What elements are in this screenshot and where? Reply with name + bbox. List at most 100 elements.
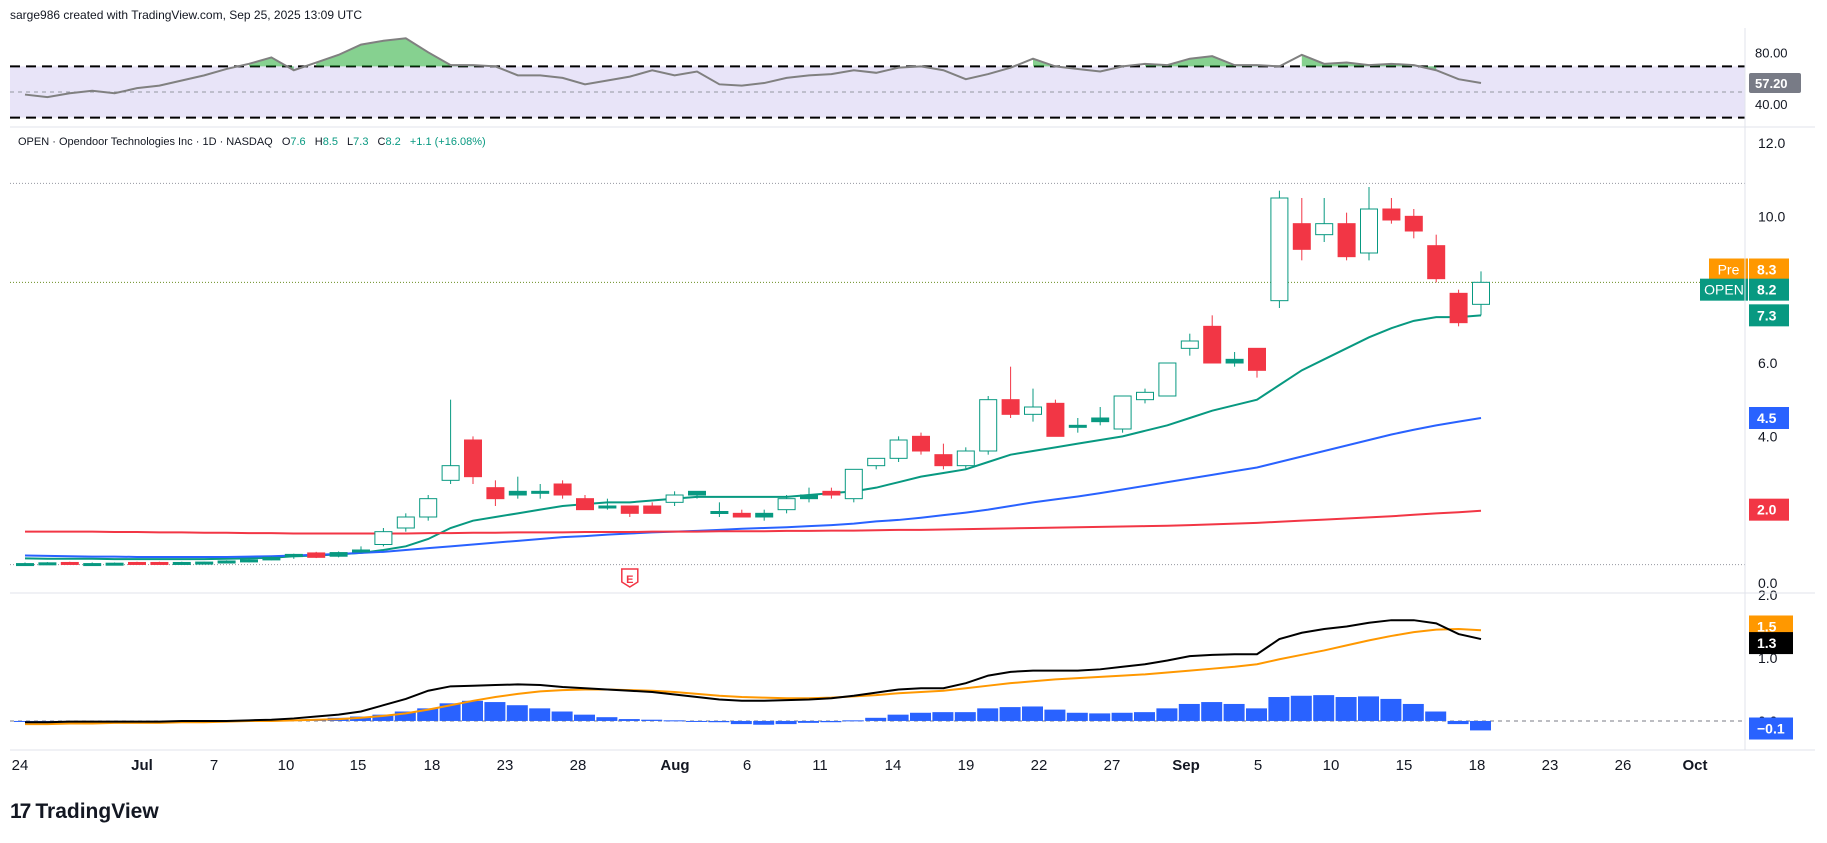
candle-body	[1270, 197, 1289, 302]
time-axis-label: 5	[1254, 757, 1262, 774]
macd-histogram-bar	[1447, 720, 1469, 725]
candle-body	[1337, 223, 1356, 258]
time-axis-label: Oct	[1682, 757, 1707, 774]
time-axis-label: 14	[885, 757, 902, 774]
candle-body	[531, 490, 550, 494]
time-axis: 24 Jul 7 10 15 18 23 28 Aug 6 11 14 19 22 27 Sep 5 10 15 18…	[12, 757, 1708, 774]
candle-body	[1068, 424, 1087, 428]
time-axis-label: 18	[1469, 757, 1486, 774]
candle-body	[620, 505, 639, 514]
candle-body	[1315, 223, 1334, 236]
macd-histogram-bar	[551, 711, 573, 721]
time-axis-label: 18	[424, 757, 441, 774]
macd-histogram-bar	[1470, 720, 1491, 731]
time-axis-label: 7	[210, 757, 218, 774]
macd-histogram-bar	[663, 720, 685, 722]
price-pane: 12.0 10.0 6.0 4.0 0.0 E Pre 8.3 OPEN 8.2 7.3 4.5 2.0	[10, 135, 1789, 591]
candle-body	[710, 511, 729, 514]
macd-histogram-bar	[686, 720, 707, 722]
time-axis-label: 10	[278, 757, 295, 774]
candle-body	[172, 561, 191, 565]
price-label-value: 7.3	[1757, 307, 1777, 323]
macd-histogram-bar	[1201, 702, 1223, 721]
candle-body	[1001, 399, 1020, 415]
candle-body	[755, 512, 774, 518]
price-label-value: 4.5	[1757, 410, 1777, 426]
candle-body	[889, 439, 908, 459]
candle-body	[105, 562, 124, 566]
macd-line	[25, 619, 1482, 724]
change-value: +1.1 (+16.08%)	[409, 136, 486, 148]
candle-body	[128, 561, 146, 565]
time-axis-label: Jul	[131, 757, 153, 774]
macd-histogram-bar	[462, 700, 483, 721]
macd-histogram-bar	[506, 705, 528, 721]
macd-histogram-bar	[574, 714, 595, 721]
time-axis-label: 23	[1542, 757, 1559, 774]
candle-body	[1158, 362, 1177, 397]
symbol-name: OPEN · Opendoor Technologies Inc · 1D · …	[18, 136, 273, 148]
macd-histogram-bar	[1178, 703, 1200, 721]
macd-histogram-bar	[1066, 712, 1088, 721]
candle-body	[688, 490, 706, 496]
price-label-value: 8.3	[1757, 262, 1777, 278]
macd-value-label: −0.1	[1757, 721, 1785, 737]
price-tick-label: 0.0	[1758, 575, 1778, 591]
macd-histogram-bar	[932, 712, 954, 721]
time-axis-label: Aug	[660, 757, 689, 774]
macd-histogram-bar	[14, 720, 35, 722]
pane-borders	[10, 28, 1815, 751]
earnings-marker-icon	[621, 568, 639, 588]
candle-body	[374, 531, 393, 546]
time-axis-label: 27	[1104, 757, 1121, 774]
candle-body	[329, 552, 348, 557]
macd-histogram-bar	[887, 714, 909, 721]
earnings-marker-label: E	[626, 574, 633, 586]
candle-body	[262, 556, 281, 561]
tradingview-logo-icon: 17	[10, 800, 31, 823]
macd-histogram-bar	[753, 720, 775, 725]
candle-body	[1292, 223, 1311, 250]
rsi-last-value-badge	[1749, 73, 1801, 94]
macd-histogram-bar	[484, 702, 506, 721]
candle-body	[195, 561, 214, 565]
macd-histogram-bar	[1268, 697, 1290, 721]
candle-body	[979, 399, 998, 452]
macd-histogram-bar	[820, 720, 842, 723]
chart-caption: sarge986 created with TradingView.com, S…	[10, 8, 362, 22]
low-value: 7.3	[353, 136, 369, 148]
macd-histogram-bar	[372, 714, 394, 721]
price-label-tag	[1700, 278, 1748, 301]
candle-body	[396, 516, 415, 529]
ema-long-line	[25, 509, 1482, 535]
time-axis-label: 19	[958, 757, 975, 774]
candle-body	[352, 549, 370, 553]
macd-histogram-bar	[1380, 698, 1402, 721]
candle-body	[419, 498, 438, 518]
candle-body	[800, 494, 818, 500]
macd-histogram-bar	[730, 720, 752, 725]
price-label-badge	[1749, 278, 1789, 301]
macd-histogram-bar	[1425, 711, 1447, 721]
candle-body	[16, 563, 34, 567]
macd-value-label: 1.3	[1757, 635, 1777, 651]
macd-histogram-bar	[708, 720, 730, 723]
macd-histogram-bar	[954, 712, 976, 721]
macd-histogram-bar	[529, 708, 551, 721]
macd-histogram-bar	[1022, 706, 1043, 721]
macd-histogram-bar	[1223, 703, 1245, 721]
macd-histogram-bar	[1089, 713, 1111, 721]
macd-histogram-bar	[999, 707, 1021, 721]
macd-pane: 2.01.00.01.51.3−0.1	[10, 587, 1793, 740]
macd-histogram-bar	[1402, 703, 1424, 721]
candle-body	[1225, 358, 1244, 364]
candle-body	[1113, 395, 1132, 430]
macd-histogram-bar	[1111, 712, 1133, 721]
tradingview-logo[interactable]: 17 TradingView	[10, 800, 159, 824]
time-axis-label: 15	[350, 757, 367, 774]
time-axis-label: 6	[743, 757, 751, 774]
candle-body	[1382, 208, 1401, 221]
candle-body	[217, 560, 236, 564]
price-label-tag	[1709, 258, 1748, 281]
